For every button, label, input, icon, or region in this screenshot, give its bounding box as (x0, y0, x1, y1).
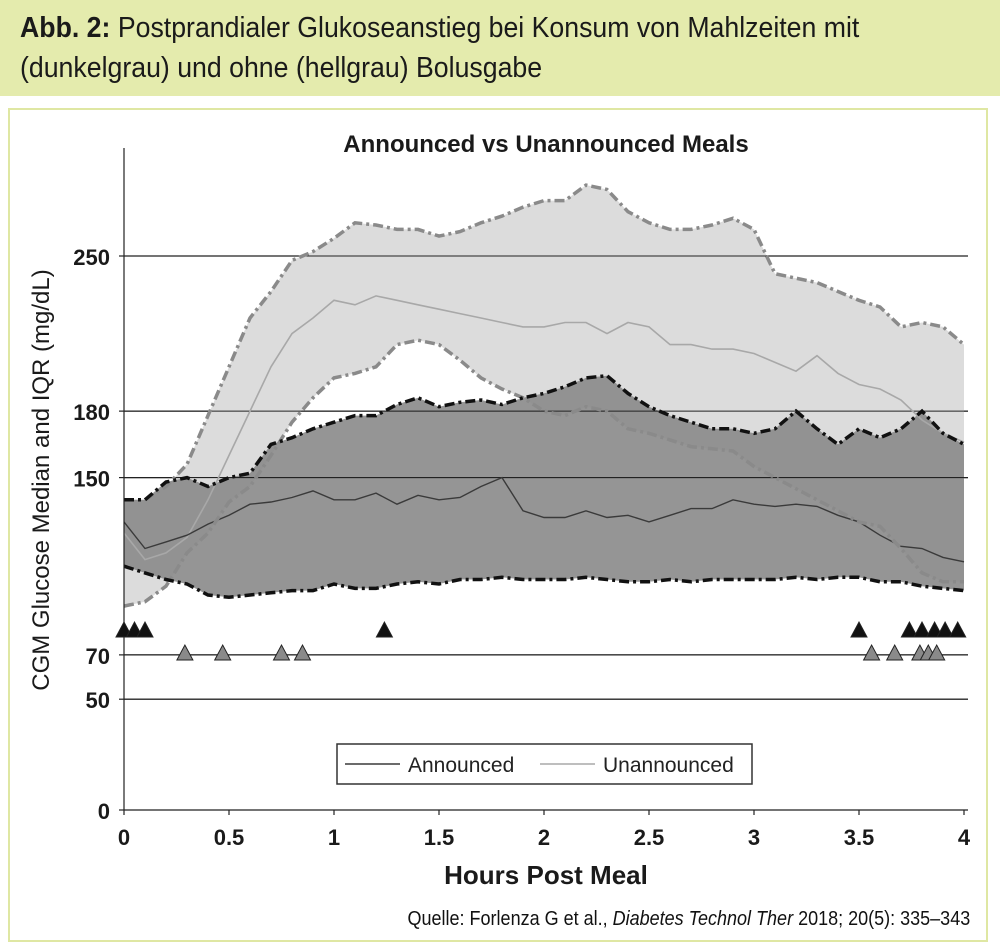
caption-text: Postprandialer Glukoseanstieg bei Konsum… (110, 12, 860, 44)
y-tick-label: 250 (73, 245, 110, 270)
hypo-marker-unannounced (862, 643, 881, 661)
chart-legend: Announced Unannounced (336, 743, 753, 785)
hypo-marker-unannounced (885, 643, 904, 661)
iqr-band-announced (124, 375, 964, 598)
x-tick-label: 2 (538, 825, 550, 850)
y-axis-label: CGM Glucose Median and IQR (mg/dL) (28, 269, 55, 691)
hypo-marker-announced (850, 620, 868, 638)
figure-caption: Abb. 2: Postprandialer Glukoseanstieg be… (20, 8, 903, 88)
hypo-marker-unannounced (176, 643, 194, 661)
iqr-lower-unannounced (124, 338, 964, 608)
source-prefix: Quelle: Forlenza G et al., (407, 908, 613, 930)
y-tick-label: 70 (86, 644, 110, 669)
median-line-unannounced (124, 295, 965, 561)
hypo-marker-announced (948, 620, 967, 638)
y-tick-label: 50 (86, 688, 110, 713)
hypo-marker-unannounced (213, 643, 232, 661)
iqr-upper-announced (124, 373, 965, 502)
hypo-marker-announced (136, 620, 154, 638)
x-tick-label: 1.5 (424, 825, 455, 850)
chart-title: Announced vs Unannounced Meals (343, 131, 748, 158)
hypo-marker-announced (936, 620, 954, 638)
hypo-marker-announced (375, 620, 394, 638)
caption-banner (0, 0, 1000, 96)
y-tick-label: 0 (98, 799, 110, 824)
hypo-marker-announced (900, 620, 919, 638)
hypo-marker-unannounced (272, 643, 291, 661)
hypo-marker-unannounced (293, 643, 312, 661)
legend-label-unannounced: Unannounced (603, 754, 734, 777)
y-tick-label: 150 (73, 467, 110, 492)
y-tick-label: 180 (73, 400, 110, 425)
caption-line2: (dunkelgrau) und ohne (hellgrau) Bolusga… (20, 52, 543, 84)
x-tick-label: 1 (328, 825, 340, 850)
source-suffix: 2018; 20(5): 335–343 (792, 908, 970, 930)
hypo-marker-unannounced (927, 643, 946, 661)
iqr-upper-unannounced (124, 183, 966, 502)
caption-label: Abb. 2: (20, 12, 111, 44)
x-axis-label: Hours Post Meal (444, 860, 648, 890)
source-citation: Quelle: Forlenza G et al., Diabetes Tech… (407, 908, 970, 931)
x-tick-label: 2.5 (634, 825, 665, 850)
x-tick-label: 3.5 (844, 825, 875, 850)
source-journal: Diabetes Technol Ther (612, 908, 793, 930)
x-tick-label: 3 (748, 825, 760, 850)
hypo-marker-announced (913, 620, 931, 638)
iqr-lower-announced (124, 564, 965, 600)
median-line-announced (124, 476, 965, 563)
legend-label-announced: Announced (408, 754, 514, 777)
x-tick-label: 0.5 (214, 825, 245, 850)
x-tick-label: 0 (118, 825, 130, 850)
x-tick-label: 4 (958, 825, 971, 850)
